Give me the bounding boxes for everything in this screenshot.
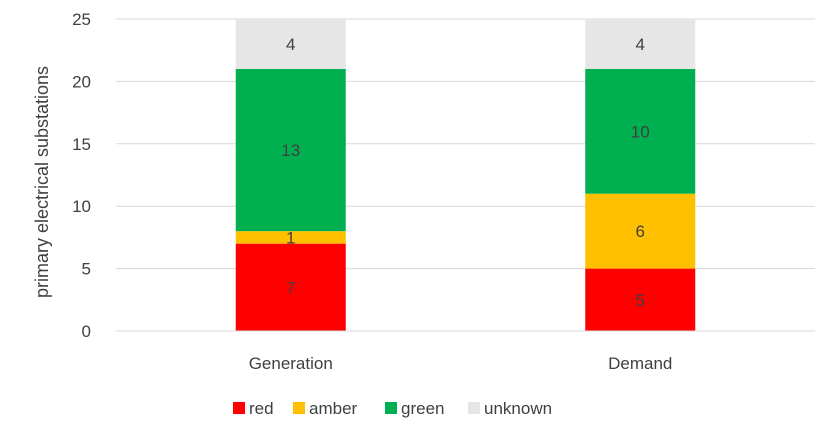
gridlines [116,18,815,332]
legend-swatch-red [233,402,245,414]
data-label-generation-unknown: 4 [286,35,295,54]
y-tick-label: 10 [72,197,91,216]
data-label-demand-red: 5 [636,291,645,310]
data-label-demand-amber: 6 [636,222,645,241]
y-axis: 0 5 10 15 20 25 [72,10,91,341]
data-label-generation-red: 7 [286,278,295,297]
bar-demand-red [585,268,696,331]
y-tick-label: 5 [82,260,91,279]
y-axis-title: primary electrical substations [32,66,52,298]
legend: red amber green unknown [233,399,552,418]
bar-generation-unknown [235,19,346,69]
y-tick-label: 20 [72,72,91,91]
legend-swatch-green [385,402,397,414]
y-tick-label: 25 [72,10,91,29]
bar-generation-red [235,243,346,331]
x-tick-label-demand: Demand [608,354,672,373]
legend-swatch-unknown [468,402,480,414]
bar-generation-green [235,68,346,232]
legend-swatch-amber [293,402,305,414]
data-label-demand-unknown: 4 [636,35,645,54]
bars [235,19,696,331]
data-labels: 7 1 13 4 5 6 10 4 [281,35,649,310]
data-label-generation-amber: 1 [286,228,295,247]
legend-label-unknown: unknown [484,399,552,418]
bar-generation-amber [235,231,346,244]
bar-demand-amber [585,193,696,269]
legend-label-amber: amber [309,399,358,418]
legend-label-green: green [401,399,444,418]
y-tick-label: 0 [82,322,91,341]
data-label-demand-green: 10 [631,122,650,141]
x-tick-label-generation: Generation [249,354,333,373]
legend-label-red: red [249,399,274,418]
data-label-generation-green: 13 [281,141,300,160]
bar-demand-green [585,68,696,194]
y-tick-label: 15 [72,135,91,154]
bar-demand-unknown [585,19,696,69]
x-axis: Generation Demand [116,330,815,373]
